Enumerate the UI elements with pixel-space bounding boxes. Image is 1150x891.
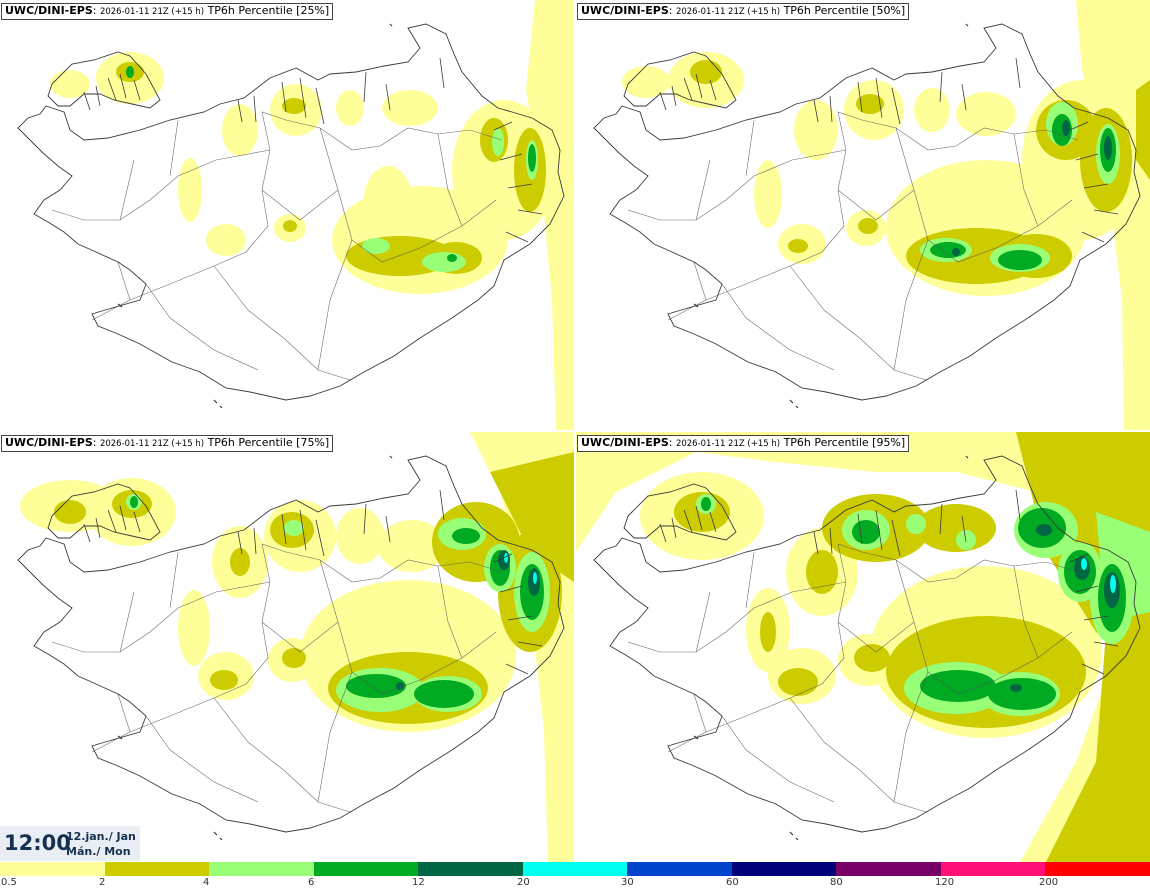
scale-label: 2 (99, 877, 106, 888)
panel-title-p95: UWC/DINI-EPS: 2026-01-11 21Z (+15 h) TP6… (577, 435, 910, 452)
scale-swatch (209, 862, 314, 876)
panel-title-p25: UWC/DINI-EPS: 2026-01-11 21Z (+15 h) TP6… (1, 3, 334, 20)
precip-color-scale (0, 862, 1150, 876)
scale-label: 200 (1039, 877, 1059, 888)
map-panel-p75: UWC/DINI-EPS: 2026-01-11 21Z (+15 h) TP6… (0, 432, 574, 862)
valid-weekday: Mán./ Mon (66, 845, 131, 858)
scale-label: 12 (412, 877, 425, 888)
scale-swatch (522, 862, 628, 876)
scale-swatch (1045, 862, 1150, 876)
precip-map-p95 (576, 432, 1150, 862)
scale-swatch (627, 862, 732, 876)
precip-map-p75 (17, 432, 574, 862)
valid-time: 12:00 (4, 831, 71, 855)
scale-label: 30 (621, 877, 634, 888)
scale-swatch (940, 862, 1046, 876)
scale-swatch (0, 862, 105, 876)
precip-map-p25 (17, 0, 574, 430)
scale-swatch (313, 862, 419, 876)
scale-label: 6 (308, 877, 315, 888)
scale-label: 4 (203, 877, 210, 888)
scale-swatch (104, 862, 210, 876)
scale-label: 80 (830, 877, 843, 888)
scale-label: 120 (935, 877, 955, 888)
map-panel-p25: UWC/DINI-EPS: 2026-01-11 21Z (+15 h) TP6… (0, 0, 574, 430)
precip-map-p50 (593, 0, 1150, 430)
valid-time-box: 12:00 12.jan./ Jan Mán./ Mon (0, 826, 140, 861)
scale-swatch (731, 862, 837, 876)
map-panel-p50: UWC/DINI-EPS: 2026-01-11 21Z (+15 h) TP6… (576, 0, 1150, 430)
map-panel-p95: UWC/DINI-EPS: 2026-01-11 21Z (+15 h) TP6… (576, 432, 1150, 862)
panel-title-p50: UWC/DINI-EPS: 2026-01-11 21Z (+15 h) TP6… (577, 3, 910, 20)
scale-label: 0.5 (1, 877, 17, 888)
scale-label: 20 (517, 877, 530, 888)
scale-swatch (836, 862, 941, 876)
precip-scale-labels: 0.5 2 4 6 12 20 30 60 80 120 200 (0, 876, 1150, 891)
scale-label: 60 (726, 877, 739, 888)
panel-title-p75: UWC/DINI-EPS: 2026-01-11 21Z (+15 h) TP6… (1, 435, 334, 452)
valid-date: 12.jan./ Jan (66, 830, 136, 843)
scale-swatch (418, 862, 523, 876)
panel-divider-horizontal (0, 430, 1150, 432)
